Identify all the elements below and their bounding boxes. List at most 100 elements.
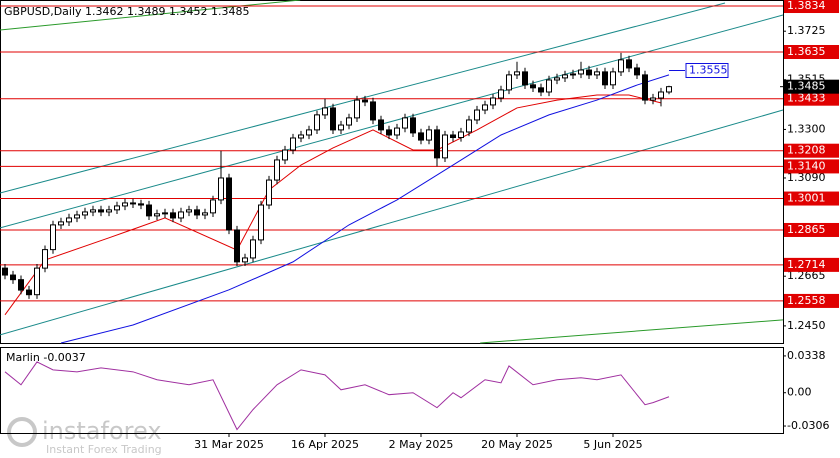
indicator-header: Marlin -0.0037 xyxy=(6,351,86,364)
candle-body xyxy=(330,107,336,131)
watermark-brand: instaforex xyxy=(42,417,162,445)
candle-body xyxy=(490,97,496,106)
candle-body xyxy=(18,279,24,291)
x-tick-label: 20 May 2025 xyxy=(481,438,553,451)
moving-average xyxy=(4,94,662,316)
candle-body xyxy=(362,99,368,103)
candle-body xyxy=(530,84,536,89)
level-label-box xyxy=(784,222,839,237)
y-tick-label: 1.3090 xyxy=(787,171,826,184)
candle-body xyxy=(242,257,248,263)
price-frame xyxy=(0,0,784,344)
current-price-box xyxy=(784,79,839,94)
candle-body xyxy=(98,209,104,213)
level-label: 1.3208 xyxy=(787,144,826,157)
moving-average xyxy=(60,74,670,344)
candle-body xyxy=(466,119,472,133)
candle-body xyxy=(474,109,480,121)
candle-body xyxy=(402,117,408,129)
level-label: 1.3635 xyxy=(787,45,826,58)
candle-body xyxy=(322,107,328,116)
candle-body xyxy=(290,137,296,151)
candle-body xyxy=(258,204,264,241)
candle-body xyxy=(370,101,376,121)
candle-body xyxy=(538,87,544,93)
candle-body xyxy=(610,71,616,86)
candle-body xyxy=(138,203,144,206)
level-label-box xyxy=(784,191,839,206)
x-tick-label: 31 Mar 2025 xyxy=(194,438,264,451)
x-tick-label: 5 Jun 2025 xyxy=(583,438,642,451)
trendline xyxy=(0,14,784,229)
x-tick-label: 16 Apr 2025 xyxy=(291,438,359,451)
last-open: 1.3462 xyxy=(85,5,124,18)
header: GBPUSD,Daily 1.3462 1.3489 1.3452 1.3485 xyxy=(4,5,250,18)
level-label: 1.3140 xyxy=(787,159,826,172)
candle-body xyxy=(458,131,464,139)
candle-body xyxy=(34,267,40,296)
candle-body xyxy=(58,221,64,226)
candle-body xyxy=(74,214,80,219)
candle-body xyxy=(346,117,352,126)
candle-body xyxy=(666,86,672,93)
candle-body xyxy=(650,97,656,101)
level-label-box xyxy=(784,45,839,60)
candle-body xyxy=(434,129,440,159)
candle-body xyxy=(2,267,8,276)
level-label-box xyxy=(784,257,839,272)
candle-body xyxy=(306,129,312,136)
trendline xyxy=(0,0,301,31)
current-price-label: 1.3485 xyxy=(787,80,826,93)
level-label: 1.3001 xyxy=(787,192,826,205)
candle-body xyxy=(146,204,152,217)
candle-body xyxy=(66,217,72,223)
candle-body xyxy=(546,79,552,93)
candle-body xyxy=(114,205,120,211)
candle-body xyxy=(578,69,584,75)
candle-body xyxy=(186,209,192,213)
candle-body xyxy=(226,177,232,231)
candle-body xyxy=(618,59,624,73)
candle-body xyxy=(498,89,504,99)
candle-body xyxy=(122,202,128,207)
trendline xyxy=(0,2,726,194)
candle-body xyxy=(234,229,240,263)
candle-body xyxy=(202,212,208,216)
candle-body xyxy=(162,212,168,215)
candle-body xyxy=(442,134,448,159)
target-box xyxy=(685,62,729,78)
level-label-box xyxy=(784,143,839,158)
candle-body xyxy=(354,99,360,119)
candle-body xyxy=(178,211,184,219)
candle-body xyxy=(314,114,320,131)
candle-body xyxy=(418,132,424,141)
y-tick-label: 1.3725 xyxy=(787,24,826,37)
level-label: 1.2714 xyxy=(787,258,826,271)
candle-body xyxy=(378,119,384,131)
watermark-logo xyxy=(7,417,37,447)
y2-tick-label: -0.0306 xyxy=(787,419,829,432)
candle-body xyxy=(282,149,288,161)
last-close: 1.3485 xyxy=(211,5,250,18)
level-label: 1.2865 xyxy=(787,223,826,236)
candle-body xyxy=(26,289,32,296)
candle-body xyxy=(514,71,520,76)
y2-tick-label: 0.0338 xyxy=(787,349,826,362)
candle-body xyxy=(106,209,112,213)
candle-body xyxy=(482,104,488,111)
candle-body xyxy=(10,274,16,281)
level-label-box xyxy=(784,0,839,14)
candle-body xyxy=(602,71,608,86)
watermark-tagline: Instant Forex Trading xyxy=(46,443,162,456)
level-label-box xyxy=(784,91,839,106)
indicator-frame xyxy=(0,347,784,434)
candle-body xyxy=(386,129,392,136)
candle-body xyxy=(210,199,216,214)
candle-body xyxy=(426,129,432,141)
candle-body xyxy=(274,159,280,181)
candle-body xyxy=(570,73,576,76)
candle-body xyxy=(642,74,648,101)
candle-body xyxy=(338,124,344,131)
candle-body xyxy=(42,249,48,269)
